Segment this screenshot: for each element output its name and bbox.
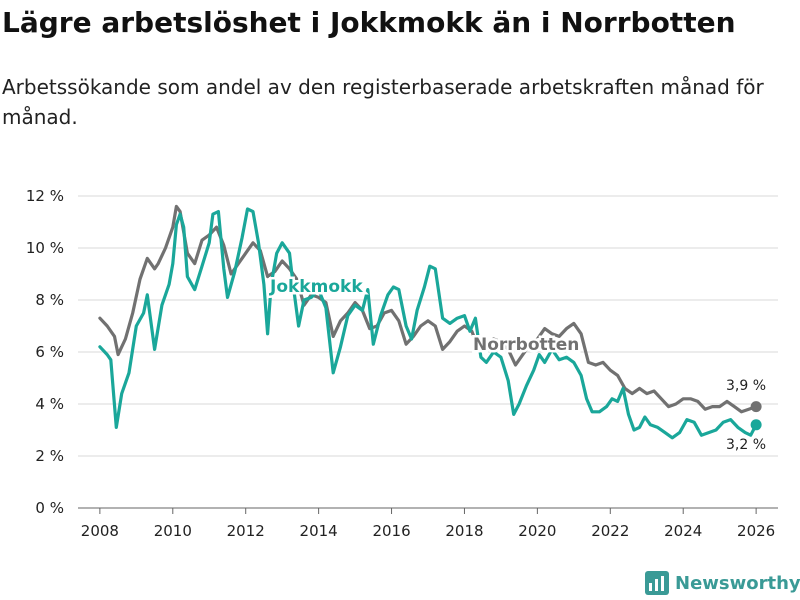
newsworthy-logo-icon (645, 571, 669, 595)
axes: 0 % 2 % 4 % 6 % 8 % 10 % 12 % 2008 2010 2012 2014 2… (26, 187, 775, 540)
end-point-jokkmokk (750, 419, 762, 431)
end-label-jokkmokk: 3,2 % (726, 437, 766, 453)
x-tick-label: 2022 (591, 522, 629, 540)
series-label-norrbotten: Norrbotten (473, 335, 579, 355)
x-tick-label: 2012 (227, 522, 265, 540)
newsworthy-brand: Newsworthy (645, 570, 800, 596)
brand-name: Newsworthy (675, 572, 800, 594)
x-tick-label: 2020 (518, 522, 556, 540)
x-tick-label: 2008 (81, 522, 119, 540)
series-lines (98, 204, 762, 440)
x-tick-label: 2018 (445, 522, 483, 540)
series-line-jokkmokk (98, 207, 758, 440)
x-tick-label: 2010 (154, 522, 192, 540)
series-labels: Jokkmokk Norrbotten 3,9 % 3,2 % (267, 275, 767, 454)
x-tick-label: 2024 (664, 522, 702, 540)
y-tick-label: 8 % (35, 291, 64, 309)
y-tick-label: 10 % (26, 239, 64, 257)
x-tick-label: 2026 (737, 522, 775, 540)
y-tick-label: 4 % (35, 395, 64, 413)
x-tick-label: 2016 (372, 522, 410, 540)
series-label-jokkmokk: Jokkmokk (269, 277, 363, 297)
gridlines (78, 195, 778, 509)
series-line-norrbotten (98, 204, 758, 414)
y-tick-label: 6 % (35, 343, 64, 361)
end-label-norrbotten: 3,9 % (726, 378, 766, 394)
y-tick-label: 12 % (26, 187, 64, 205)
y-tick-label: 2 % (35, 447, 64, 465)
x-tick-label: 2014 (300, 522, 338, 540)
y-tick-label: 0 % (35, 499, 64, 517)
chart-title: Lägre arbetslöshet i Jokkmokk än i Norrb… (2, 6, 736, 39)
chart-subtitle: Arbetssökande som andel av den registerb… (2, 75, 764, 129)
end-point-norrbotten (750, 401, 762, 413)
